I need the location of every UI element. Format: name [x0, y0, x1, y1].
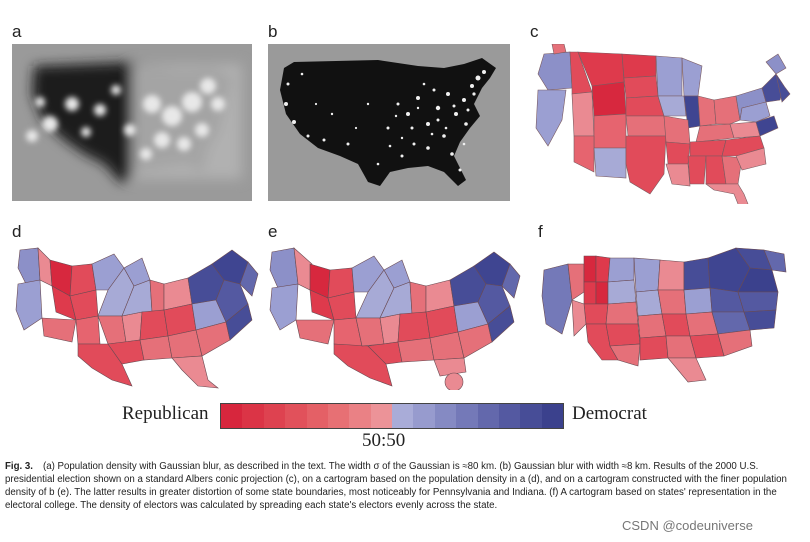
legend-swatch-3 [285, 404, 307, 428]
legend-swatch-0 [221, 404, 243, 428]
figure-number: Fig. 3. [5, 461, 33, 472]
watermark: CSDN @codeuniverse [622, 518, 753, 533]
panel-b-blur-8km [268, 44, 510, 201]
panel-label-c: c [530, 22, 539, 41]
panel-f-electoral-cartogram [538, 240, 790, 390]
panel-label-d: d [12, 222, 22, 241]
panel-d-cartogram [12, 240, 262, 390]
figure-caption-text: (a) Population density with Gaussian blu… [5, 461, 787, 511]
panel-b-city-dots [284, 70, 486, 172]
legend-democrat-label: Democrat [572, 403, 647, 424]
legend-republican-label: Republican [122, 403, 209, 424]
panel-c-albers-map [530, 44, 792, 204]
legend-swatch-4 [306, 404, 328, 428]
panel-e-image [269, 247, 521, 390]
panel-d-image [15, 247, 259, 389]
legend-swatch-8 [392, 404, 414, 428]
panel-e-cartogram [268, 240, 524, 390]
panel-a-blur-80km [12, 44, 252, 201]
legend-swatch-6 [349, 404, 371, 428]
legend-swatch-10 [434, 404, 457, 428]
legend-swatch-2 [263, 404, 286, 428]
legend-swatch-9 [413, 404, 435, 428]
legend-swatch-15 [541, 404, 563, 428]
legend-center-label: 50:50 [362, 430, 406, 451]
panel-c-image [535, 44, 791, 204]
panel-label-a: a [12, 22, 22, 41]
legend-swatch-1 [242, 404, 264, 428]
panel-a-image [12, 44, 252, 201]
legend-color-scale [220, 403, 564, 429]
panel-f-image [541, 247, 787, 383]
legend-swatch-12 [477, 404, 499, 428]
panel-label-b: b [268, 22, 278, 41]
legend-swatch-14 [520, 404, 542, 428]
legend-swatch-11 [456, 404, 478, 428]
panel-label-f: f [538, 222, 543, 241]
legend-swatch-7 [370, 404, 392, 428]
panel-label-e: e [268, 222, 278, 241]
panel-b-image [268, 44, 510, 201]
legend-swatch-5 [327, 404, 350, 428]
legend-swatch-13 [498, 404, 521, 428]
figure-caption: Fig. 3. (a) Population density with Gauss… [5, 460, 800, 512]
